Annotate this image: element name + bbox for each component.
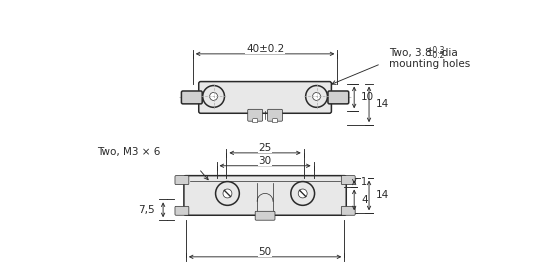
Text: 50: 50 bbox=[258, 247, 271, 257]
Text: 14: 14 bbox=[376, 190, 389, 200]
FancyBboxPatch shape bbox=[328, 91, 349, 104]
FancyBboxPatch shape bbox=[253, 119, 258, 123]
Text: Two, M3 × 6: Two, M3 × 6 bbox=[97, 147, 160, 157]
FancyBboxPatch shape bbox=[341, 176, 355, 185]
Text: 14: 14 bbox=[376, 99, 389, 109]
Text: Two, 3.8: Two, 3.8 bbox=[389, 48, 432, 58]
Text: mounting holes: mounting holes bbox=[389, 59, 470, 69]
FancyBboxPatch shape bbox=[184, 176, 346, 215]
FancyBboxPatch shape bbox=[268, 109, 282, 121]
Text: 4: 4 bbox=[361, 195, 368, 205]
Circle shape bbox=[313, 92, 320, 101]
Text: −0.2: −0.2 bbox=[426, 51, 445, 60]
Text: 25: 25 bbox=[258, 143, 272, 153]
FancyBboxPatch shape bbox=[199, 81, 331, 113]
Text: 1: 1 bbox=[361, 177, 367, 187]
Circle shape bbox=[210, 92, 217, 101]
Circle shape bbox=[298, 189, 307, 198]
Circle shape bbox=[306, 86, 328, 107]
FancyBboxPatch shape bbox=[175, 176, 189, 185]
Text: -dia: -dia bbox=[438, 48, 458, 58]
FancyBboxPatch shape bbox=[255, 211, 275, 220]
Circle shape bbox=[291, 182, 314, 205]
Text: +0.3: +0.3 bbox=[426, 46, 445, 55]
Text: 7,5: 7,5 bbox=[138, 205, 155, 215]
Circle shape bbox=[203, 86, 225, 107]
Circle shape bbox=[216, 182, 239, 205]
FancyBboxPatch shape bbox=[272, 119, 277, 123]
FancyBboxPatch shape bbox=[181, 91, 202, 104]
FancyBboxPatch shape bbox=[248, 109, 263, 121]
FancyBboxPatch shape bbox=[175, 206, 189, 215]
Circle shape bbox=[223, 189, 232, 198]
Text: 40±0.2: 40±0.2 bbox=[246, 44, 284, 54]
Text: 30: 30 bbox=[258, 156, 271, 166]
FancyBboxPatch shape bbox=[341, 206, 355, 215]
Text: 10: 10 bbox=[361, 92, 374, 102]
